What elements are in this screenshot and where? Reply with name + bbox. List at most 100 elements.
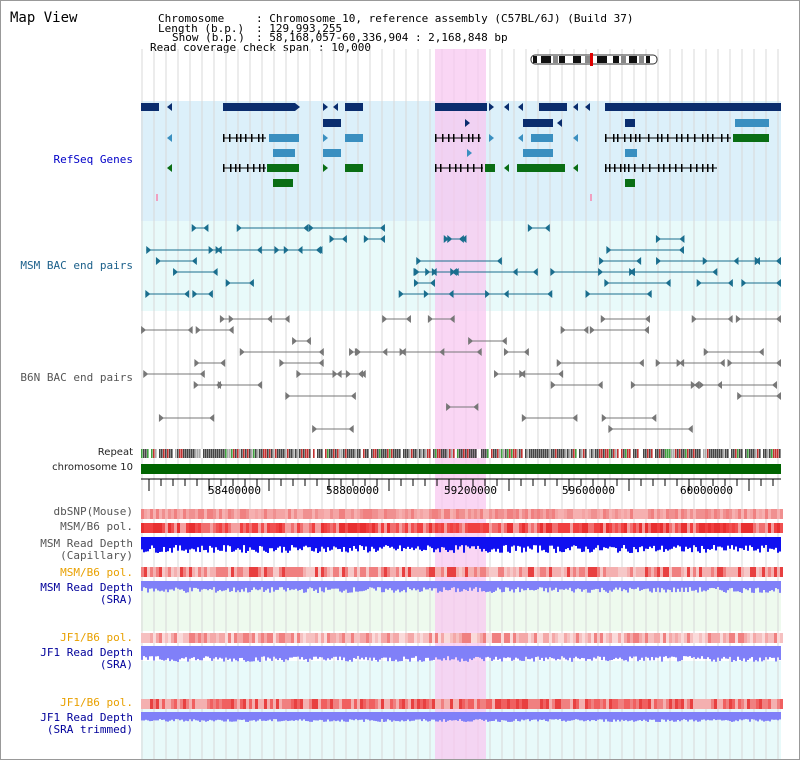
heat-cell: [303, 523, 306, 533]
heat-cell: [318, 523, 321, 533]
depth-bar: [711, 537, 713, 549]
heat-cell: [600, 699, 603, 709]
heat-cell: [225, 699, 228, 709]
heat-cell: [543, 633, 546, 643]
heat-cell: [489, 567, 492, 577]
depth-bar: [195, 646, 197, 661]
label-msm-bac[interactable]: MSM BAC end pairs: [20, 259, 133, 272]
depth-bar: [237, 581, 239, 591]
repeat-mark: [183, 449, 185, 458]
depth-bar: [623, 646, 625, 661]
label-jf1-depth-sra-1[interactable]: JF1 Read Depth: [40, 646, 133, 659]
depth-bar: [633, 712, 635, 722]
heat-cell: [768, 699, 771, 709]
label-msm-b6-pol-2[interactable]: MSM/B6 pol.: [60, 566, 133, 579]
depth-bar: [515, 581, 517, 589]
heat-cell: [441, 509, 444, 519]
depth-bar: [529, 712, 531, 722]
heat-cell: [552, 509, 555, 519]
depth-bar: [299, 537, 301, 549]
depth-bar: [193, 712, 195, 720]
heat-cell: [579, 633, 582, 643]
repeat-mark: [745, 449, 747, 458]
depth-bar: [729, 581, 731, 589]
depth-bar: [765, 712, 767, 721]
heat-cell: [699, 567, 702, 577]
label-jf1-b6-pol-2[interactable]: JF1/B6 pol.: [60, 696, 133, 709]
depth-bar: [645, 581, 647, 589]
ideogram-band: [559, 56, 565, 63]
depth-bar: [393, 537, 395, 549]
label-msm-depth-sra-1[interactable]: MSM Read Depth: [40, 581, 133, 594]
depth-bar: [311, 646, 313, 660]
depth-bar: [231, 646, 233, 662]
depth-bar: [169, 712, 171, 721]
depth-bar: [493, 712, 495, 721]
depth-bar: [361, 646, 363, 658]
repeat-mark: [623, 449, 625, 458]
map-view-title: Map View: [10, 10, 78, 26]
label-dbsnp[interactable]: dbSNP(Mouse): [53, 505, 133, 518]
depth-bar: [469, 581, 471, 588]
heat-cell: [681, 509, 684, 519]
bac-end: [665, 279, 671, 287]
depth-bar: [347, 712, 349, 722]
depth-bar: [509, 712, 511, 722]
depth-bar: [265, 646, 267, 661]
depth-bar: [709, 712, 711, 721]
label-jf1-depth-trim-1[interactable]: JF1 Read Depth: [40, 711, 133, 724]
heat-cell: [699, 509, 702, 519]
heat-cell: [288, 567, 291, 577]
heat-cell: [675, 567, 678, 577]
heat-cell: [336, 699, 339, 709]
depth-bar: [415, 581, 417, 591]
label-msm-b6-pol-1[interactable]: MSM/B6 pol.: [60, 520, 133, 533]
label-jf1-b6-pol-1[interactable]: JF1/B6 pol.: [60, 631, 133, 644]
label-msm-depth-cap-1[interactable]: MSM Read Depth: [40, 537, 133, 550]
heat-cell: [426, 567, 429, 577]
depth-bar: [181, 646, 183, 659]
label-refseq-genes[interactable]: RefSeq Genes: [53, 153, 133, 166]
repeat-mark: [173, 449, 175, 458]
depth-bar: [339, 581, 341, 592]
depth-bar: [721, 537, 723, 548]
heat-cell: [354, 509, 357, 519]
gene-block: [267, 164, 299, 172]
heat-cell: [252, 523, 255, 533]
heat-cell: [192, 567, 195, 577]
depth-bar: [399, 646, 401, 662]
depth-bar: [405, 537, 407, 549]
depth-bar: [707, 646, 709, 658]
heat-cell: [468, 699, 471, 709]
depth-bar: [467, 712, 469, 722]
label-b6n-bac[interactable]: B6N BAC end pairs: [20, 371, 133, 384]
heat-cell: [666, 523, 669, 533]
depth-bar: [249, 646, 251, 662]
depth-bar: [337, 646, 339, 661]
heat-cell: [393, 633, 396, 643]
bac-end: [737, 392, 743, 400]
show-key: Show (b.p.): [172, 31, 245, 44]
depth-bar: [533, 712, 535, 720]
depth-bar: [285, 712, 287, 721]
depth-bar: [287, 646, 289, 661]
heat-cell: [570, 633, 573, 643]
depth-bar: [293, 537, 295, 548]
heat-cell: [306, 523, 309, 533]
repeat-mark: [417, 449, 419, 458]
heat-cell: [630, 699, 633, 709]
depth-bar: [551, 581, 553, 591]
heat-cell: [243, 567, 246, 577]
depth-bar: [229, 712, 231, 722]
depth-bar: [381, 537, 383, 549]
depth-bar: [331, 646, 333, 659]
repeat-mark: [635, 449, 637, 458]
coverage-key: Read coverage check span: [150, 41, 309, 54]
depth-bar: [557, 712, 559, 720]
heat-cell: [492, 567, 495, 577]
depth-bar: [403, 581, 405, 590]
heat-cell: [327, 567, 330, 577]
show-value: : 58,168,057-60,336,904 : 2,168,848 bp: [256, 31, 508, 44]
heat-cell: [363, 633, 366, 643]
